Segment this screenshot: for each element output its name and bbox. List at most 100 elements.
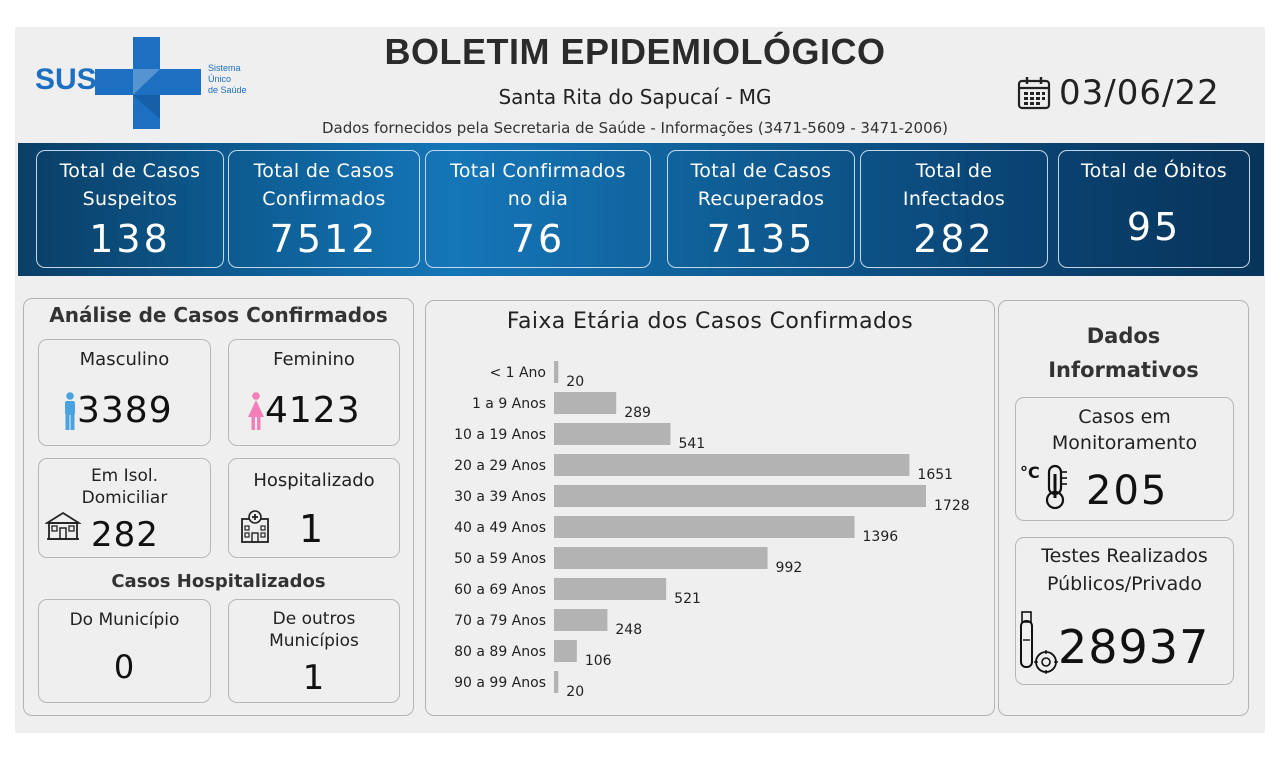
age-bar bbox=[554, 671, 559, 693]
tests-label: Testes Realizados Públicos/Privado bbox=[1041, 545, 1208, 595]
bar-value-label: 1728 bbox=[934, 498, 970, 514]
kpi-label: Total de Casos Recuperados bbox=[690, 160, 832, 210]
monitoring-count: 205 bbox=[1086, 468, 1169, 514]
dashboard-board: SUS Sistema Único de Saúde BOLETIM EPIDE… bbox=[15, 27, 1265, 733]
kpi-suspected: Total de Casos Suspeitos 138 bbox=[36, 150, 224, 268]
info-panel: Dados Informativos Casos em Monitoramento … bbox=[998, 300, 1249, 716]
test-tube-virus-icon bbox=[1020, 611, 1058, 674]
female-person-icon bbox=[248, 391, 264, 430]
age-bar bbox=[554, 547, 768, 569]
category-label: 30 a 39 Anos bbox=[454, 489, 546, 505]
kpi-label: Total de Óbitos bbox=[1081, 160, 1227, 182]
kpi-deaths: Total de Óbitos 95 bbox=[1058, 150, 1250, 268]
female-count: 4123 bbox=[265, 390, 361, 431]
category-label: 10 a 19 Anos bbox=[454, 427, 546, 443]
home-isolation-label: Em Isol. Domiciliar bbox=[81, 466, 168, 508]
sus-logo-text: SUS bbox=[35, 63, 97, 96]
svg-text:°C: °C bbox=[1020, 463, 1040, 482]
kpi-value: 7135 bbox=[706, 217, 816, 261]
category-label: 50 a 59 Anos bbox=[454, 551, 546, 567]
kpi-label: Total de Infectados bbox=[902, 160, 1006, 210]
bar-value-label: 1651 bbox=[917, 467, 953, 483]
kpi-value: 138 bbox=[89, 217, 171, 261]
age-bar bbox=[554, 423, 671, 445]
age-bar bbox=[554, 609, 608, 631]
bar-value-label: 20 bbox=[566, 684, 584, 700]
category-label: 1 a 9 Anos bbox=[472, 396, 546, 412]
kpi-value: 76 bbox=[510, 217, 566, 261]
kpi-value: 282 bbox=[913, 217, 995, 261]
analysis-title: Análise de Casos Confirmados bbox=[49, 303, 388, 327]
kpi-value: 95 bbox=[1126, 205, 1182, 249]
sus-logo-sub-2: Único bbox=[208, 74, 231, 84]
kpi-confirmed-today: Total Confirmados no dia 76 bbox=[425, 150, 651, 268]
age-bar bbox=[554, 640, 577, 662]
male-person-icon bbox=[65, 391, 75, 430]
category-label: 60 a 69 Anos bbox=[454, 582, 546, 598]
kpi-band: Total de Casos Suspeitos 138 Total de Cas… bbox=[18, 143, 1264, 276]
calendar-icon bbox=[1017, 77, 1051, 110]
page-title: BOLETIM EPIDEMIOLÓGICO bbox=[384, 31, 886, 72]
other-municipalities-count: 1 bbox=[302, 658, 326, 698]
category-label: 70 a 79 Anos bbox=[454, 613, 546, 629]
chart-title: Faixa Etária dos Casos Confirmados bbox=[506, 309, 914, 334]
male-label: Masculino bbox=[79, 349, 170, 370]
age-bar-chart: < 1 Ano 20 1 a 9 Anos 289 10 a 19 Anos 541 20 … bbox=[454, 361, 970, 700]
home-isolation-card: Em Isol. Domiciliar 282 bbox=[38, 458, 211, 558]
category-label: < 1 Ano bbox=[489, 365, 546, 381]
municipality-card: Do Município 0 bbox=[38, 599, 211, 703]
age-bar bbox=[554, 361, 559, 383]
bar-value-label: 20 bbox=[566, 374, 584, 390]
tests-card: Testes Realizados Públicos/Privado 28937 bbox=[1015, 537, 1234, 685]
kpi-label: Total Confirmados no dia bbox=[450, 160, 626, 210]
bar-value-label: 541 bbox=[678, 436, 705, 452]
home-isolation-count: 282 bbox=[91, 515, 159, 555]
monitoring-label: Casos em Monitoramento bbox=[1051, 406, 1198, 454]
hospitalized-count: 1 bbox=[299, 507, 325, 551]
municipality-count: 0 bbox=[113, 648, 136, 686]
data-source-note: Dados fornecidos pela Secretaria de Saúd… bbox=[321, 119, 949, 137]
age-bar bbox=[554, 485, 926, 507]
female-card: Feminino 4123 bbox=[228, 339, 400, 446]
age-bar bbox=[554, 454, 910, 476]
municipality-label: Do Município bbox=[69, 610, 180, 630]
other-municipalities-label: De outros Municípios bbox=[269, 609, 359, 651]
male-count: 3389 bbox=[77, 390, 173, 431]
male-card: Masculino 3389 bbox=[38, 339, 211, 446]
kpi-confirmed: Total de Casos Confirmados 7512 bbox=[228, 150, 420, 268]
bar-value-label: 248 bbox=[615, 622, 642, 638]
category-label: 80 a 89 Anos bbox=[454, 644, 546, 660]
hospital-icon bbox=[241, 510, 269, 543]
kpi-infected: Total de Infectados 282 bbox=[860, 150, 1048, 268]
bar-value-label: 106 bbox=[585, 653, 612, 669]
bulletin-date: 03/06/22 bbox=[1059, 73, 1220, 113]
age-bar bbox=[554, 516, 855, 538]
info-title: Dados Informativos bbox=[1048, 324, 1199, 382]
female-label: Feminino bbox=[273, 349, 355, 370]
age-bar bbox=[554, 578, 667, 600]
kpi-value: 7512 bbox=[269, 217, 379, 261]
category-label: 40 a 49 Anos bbox=[454, 520, 546, 536]
age-chart-panel: Faixa Etária dos Casos Confirmados < 1 A… bbox=[425, 300, 995, 716]
hospitalized-cases-title: Casos Hospitalizados bbox=[111, 571, 326, 592]
date-block: 03/06/22 bbox=[1017, 71, 1220, 115]
kpi-recovered: Total de Casos Recuperados 7135 bbox=[667, 150, 855, 268]
bar-value-label: 1396 bbox=[863, 529, 899, 545]
sus-logo: SUS Sistema Único de Saúde bbox=[35, 37, 247, 129]
category-label: 90 a 99 Anos bbox=[454, 675, 546, 691]
sus-logo-sub-1: Sistema bbox=[208, 63, 241, 73]
tests-count: 28937 bbox=[1058, 620, 1210, 674]
page-subtitle: Santa Rita do Sapucaí - MG bbox=[498, 85, 772, 109]
category-label: 20 a 29 Anos bbox=[454, 458, 546, 474]
house-icon bbox=[45, 511, 81, 540]
hospitalized-label: Hospitalizado bbox=[253, 470, 375, 491]
analysis-panel: Análise de Casos Confirmados Masculino 3… bbox=[23, 298, 414, 716]
bar-value-label: 289 bbox=[624, 405, 651, 421]
monitoring-card: Casos em Monitoramento °C 205 bbox=[1015, 397, 1234, 521]
bar-value-label: 521 bbox=[674, 591, 701, 607]
bar-value-label: 992 bbox=[776, 560, 803, 576]
other-municipalities-card: De outros Municípios 1 bbox=[228, 599, 400, 703]
kpi-label: Total de Casos Confirmados bbox=[253, 160, 395, 210]
kpi-label: Total de Casos Suspeitos bbox=[59, 160, 201, 210]
age-bar bbox=[554, 392, 617, 414]
